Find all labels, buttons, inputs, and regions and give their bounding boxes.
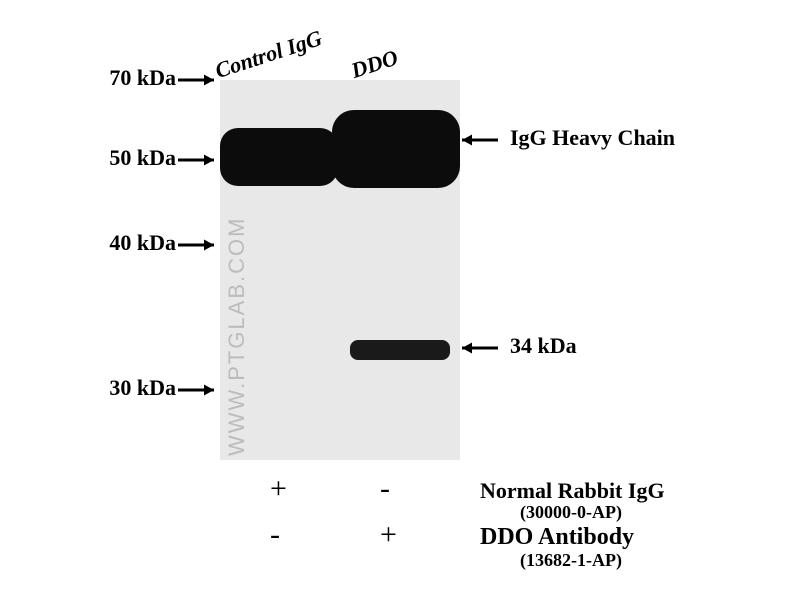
condition-symbol: + [380,518,397,552]
condition-symbol: + [270,472,287,506]
condition-label: Normal Rabbit IgG [480,478,665,504]
condition-sublabel: (30000-0-AP) [520,502,622,523]
condition-symbol: - [270,518,280,552]
annotation-overlay [0,0,800,600]
condition-label: DDO Antibody [480,524,634,551]
condition-sublabel: (13682-1-AP) [520,550,622,571]
condition-symbol: - [380,472,390,506]
